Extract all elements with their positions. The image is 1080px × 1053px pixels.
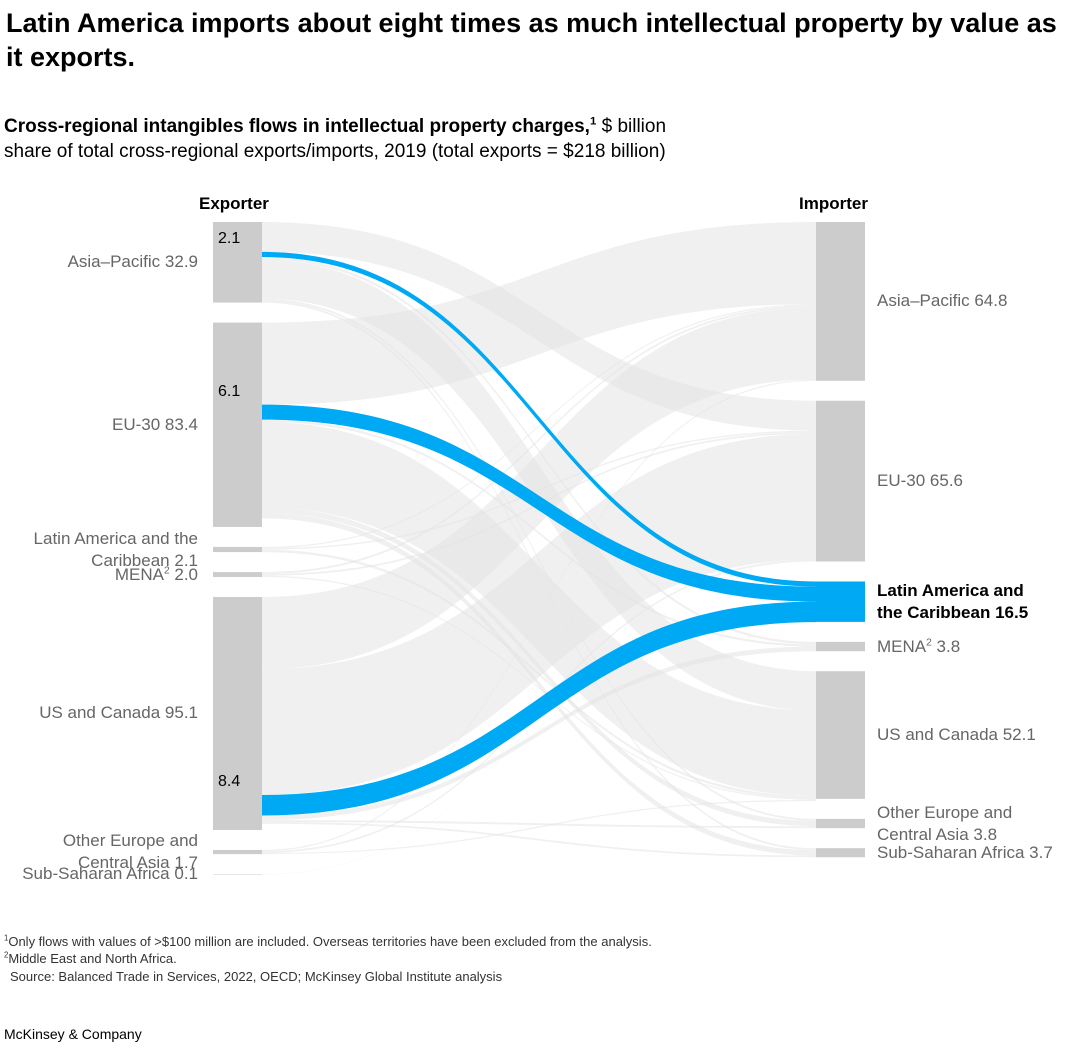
importer-label: Sub-Saharan Africa 3.7 — [877, 842, 1080, 864]
flow-label: 6.1 — [218, 382, 241, 400]
node-name: Sub-Saharan Africa — [877, 842, 1025, 862]
flow-label: 2.1 — [218, 229, 241, 247]
importer-label: Other Europe and Central Asia 3.8 — [877, 802, 1042, 846]
flow — [262, 257, 816, 645]
title: Latin America imports about eight times … — [6, 8, 1057, 72]
highlight-flow — [262, 601, 816, 816]
footnote: 2Middle East and North Africa. — [4, 951, 177, 967]
flow — [262, 575, 816, 800]
node-name: Latin America and the Caribbean — [877, 580, 1024, 622]
node-name: US and Canada — [877, 725, 998, 745]
exporter-node — [213, 322, 262, 527]
footnote: 1Only flows with values of >$100 million… — [4, 934, 652, 950]
node-value: 95.1 — [164, 703, 198, 723]
subtitle: Cross-regional intangibles flows in inte… — [4, 114, 666, 164]
flow — [262, 512, 816, 856]
exporter-node — [213, 874, 262, 875]
node-name: MENA — [877, 636, 927, 656]
node-name: Sub-Saharan Africa — [22, 864, 170, 884]
node-name: US and Canada — [39, 703, 161, 723]
node-value: 2.0 — [174, 564, 198, 584]
source: Source: Balanced Trade in Services, 2022… — [10, 969, 503, 984]
node-value: 65.6 — [929, 471, 964, 491]
node-name: EU-30 — [111, 414, 161, 434]
brand: McKinsey & Company — [4, 1026, 142, 1042]
node-value: 3.8 — [936, 636, 961, 656]
importer-label: Asia–Pacific 64.8 — [877, 290, 1080, 312]
exporter-label: Asia–Pacific 32.9 — [0, 251, 198, 273]
importer-label: US and Canada 52.1 — [877, 724, 1080, 746]
exporter-label: Sub-Saharan Africa 0.1 — [0, 863, 198, 885]
exporter-label: MENA2 2.0 — [0, 564, 198, 586]
node-value: 0.1 — [174, 864, 198, 884]
importer-node — [816, 400, 865, 562]
importer-label: EU-30 65.6 — [877, 470, 1080, 492]
flow-label: 8.4 — [218, 772, 241, 790]
importer-node — [816, 671, 865, 799]
exporter-label: EU-30 83.4 — [0, 414, 198, 436]
importer-node — [816, 818, 865, 829]
footnote-text: Middle East and North Africa. — [8, 951, 177, 966]
exporter-label: Latin America and the Caribbean 2.1 — [33, 528, 198, 572]
footnote-ref: 2 — [163, 564, 170, 576]
node-name: Latin America and the Caribbean — [33, 528, 198, 570]
flow — [262, 822, 816, 858]
exporter-node — [213, 849, 262, 855]
flow — [262, 379, 816, 852]
exporter-node — [213, 572, 262, 577]
footnote-ref: 1 — [589, 115, 597, 128]
importer-node — [816, 641, 865, 652]
importer-label: Latin America and the Caribbean 16.5 — [877, 580, 1042, 624]
footnote-ref: 2 — [926, 636, 932, 648]
node-value: 64.8 — [974, 291, 1008, 311]
node-value: 16.5 — [995, 602, 1029, 622]
unit: $ billion — [601, 116, 667, 137]
importer-label: MENA2 3.8 — [877, 636, 1080, 658]
node-name: EU-30 — [877, 471, 926, 491]
node-name: MENA — [114, 564, 164, 584]
flow — [262, 799, 816, 855]
footnote-text: Only flows with values of >$100 million … — [8, 934, 652, 949]
importer-node — [816, 848, 865, 858]
node-value: 3.7 — [1029, 842, 1053, 862]
flow — [262, 304, 816, 549]
node-value: 83.4 — [164, 414, 198, 434]
flow — [262, 419, 816, 647]
exporter-node — [213, 222, 262, 303]
node-value: 52.1 — [1002, 725, 1036, 745]
flow — [262, 820, 816, 829]
flow — [262, 433, 816, 795]
subtitle-bold: Cross-regional intangibles flows in inte… — [4, 116, 590, 137]
exporter-node — [213, 596, 262, 830]
node-name: Other Europe and Central Asia — [62, 831, 198, 873]
subtitle-line: share of total cross-regional exports/im… — [4, 141, 666, 162]
flow — [262, 305, 816, 575]
node-name: Asia–Pacific — [877, 291, 970, 311]
highlight-flow — [262, 251, 816, 587]
footnote-mark: 1 — [4, 933, 9, 943]
importer-node — [816, 581, 865, 622]
importer-node — [816, 222, 865, 381]
node-value: 2.1 — [174, 550, 198, 570]
exporter-label: US and Canada 95.1 — [0, 702, 198, 724]
importer-header: Importer — [799, 194, 868, 213]
exporter-node — [213, 546, 262, 553]
exporter-header: Exporter — [199, 194, 269, 213]
flow — [262, 307, 816, 670]
footnote-mark: 2 — [4, 950, 9, 960]
exporter-label: Other Europe and Central Asia 1.7 — [33, 830, 198, 874]
flow — [262, 646, 816, 821]
highlight-flow — [262, 404, 816, 602]
node-value: 1.7 — [174, 853, 198, 873]
node-value: 3.8 — [973, 824, 998, 844]
flow — [262, 222, 816, 405]
node-name: Asia–Pacific — [67, 252, 161, 272]
node-name: Other Europe and Central Asia — [877, 802, 1013, 844]
node-value: 32.9 — [164, 252, 198, 272]
